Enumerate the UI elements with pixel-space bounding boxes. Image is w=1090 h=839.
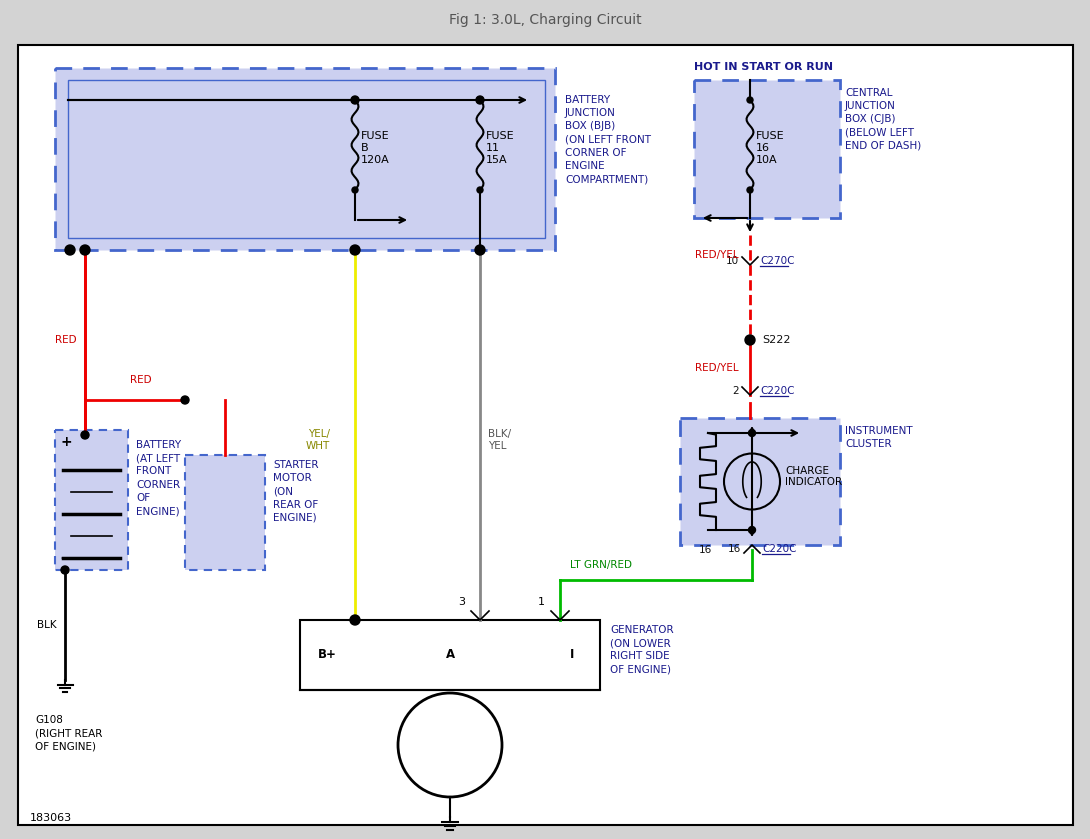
Text: RED/YEL: RED/YEL: [695, 363, 739, 373]
Circle shape: [80, 245, 90, 255]
Circle shape: [181, 396, 189, 404]
FancyBboxPatch shape: [680, 418, 840, 545]
Text: RED: RED: [56, 335, 77, 345]
Text: I: I: [570, 649, 574, 661]
Circle shape: [477, 187, 483, 193]
Text: YEL/
WHT: YEL/ WHT: [306, 430, 330, 451]
Circle shape: [350, 615, 360, 625]
Text: 183063: 183063: [31, 813, 72, 823]
Circle shape: [749, 527, 755, 534]
Text: FUSE
11
15A: FUSE 11 15A: [486, 132, 514, 164]
Text: G108
(RIGHT REAR
OF ENGINE): G108 (RIGHT REAR OF ENGINE): [35, 715, 102, 752]
Text: BLK: BLK: [37, 620, 57, 630]
Text: A: A: [446, 649, 455, 661]
Text: BATTERY
(AT LEFT
FRONT
CORNER
OF
ENGINE): BATTERY (AT LEFT FRONT CORNER OF ENGINE): [136, 440, 181, 516]
Circle shape: [65, 245, 75, 255]
Text: 1: 1: [538, 597, 545, 607]
Circle shape: [352, 97, 358, 103]
Text: B+: B+: [318, 649, 337, 661]
Text: +: +: [60, 435, 72, 449]
Circle shape: [351, 96, 359, 104]
Text: BATTERY
JUNCTION
BOX (BJB)
(ON LEFT FRONT
CORNER OF
ENGINE
COMPARTMENT): BATTERY JUNCTION BOX (BJB) (ON LEFT FRON…: [565, 95, 651, 185]
Text: RED: RED: [130, 375, 152, 385]
Text: LT GRN/RED: LT GRN/RED: [570, 560, 632, 570]
Text: -: -: [60, 551, 65, 565]
FancyBboxPatch shape: [54, 68, 555, 250]
Text: CHARGE
INDICATOR: CHARGE INDICATOR: [785, 466, 843, 487]
Circle shape: [352, 187, 358, 193]
Text: S222: S222: [762, 335, 790, 345]
Circle shape: [476, 96, 484, 104]
Circle shape: [747, 97, 753, 103]
Circle shape: [61, 566, 69, 574]
Text: INSTRUMENT
CLUSTER: INSTRUMENT CLUSTER: [845, 426, 912, 449]
Text: 2: 2: [732, 386, 739, 396]
Circle shape: [350, 245, 360, 255]
Circle shape: [749, 430, 755, 436]
Text: 16: 16: [728, 544, 741, 554]
Circle shape: [475, 245, 485, 255]
FancyBboxPatch shape: [54, 430, 128, 570]
Text: 3: 3: [458, 597, 465, 607]
Text: C220C: C220C: [760, 386, 795, 396]
Text: BLK/
YEL: BLK/ YEL: [488, 430, 511, 451]
FancyBboxPatch shape: [694, 80, 840, 218]
Bar: [0, 0, 1090, 40]
Text: STARTER
MOTOR
(ON
REAR OF
ENGINE): STARTER MOTOR (ON REAR OF ENGINE): [272, 460, 318, 523]
Circle shape: [744, 335, 755, 345]
Text: FUSE
16
10A: FUSE 16 10A: [756, 132, 785, 164]
Circle shape: [81, 431, 89, 439]
Text: GENERATOR
(ON LOWER
RIGHT SIDE
OF ENGINE): GENERATOR (ON LOWER RIGHT SIDE OF ENGINE…: [610, 625, 674, 675]
Text: 16: 16: [699, 545, 712, 555]
Text: C270C: C270C: [760, 256, 795, 266]
Text: FUSE
B
120A: FUSE B 120A: [361, 132, 390, 164]
Text: Fig 1: 3.0L, Charging Circuit: Fig 1: 3.0L, Charging Circuit: [449, 13, 641, 27]
Text: HOT IN START OR RUN: HOT IN START OR RUN: [694, 62, 833, 72]
Text: C220C: C220C: [762, 544, 797, 554]
FancyBboxPatch shape: [300, 620, 600, 690]
Circle shape: [477, 97, 483, 103]
FancyBboxPatch shape: [185, 455, 265, 570]
Circle shape: [747, 187, 753, 193]
Text: RED/YEL: RED/YEL: [695, 250, 739, 260]
Text: CENTRAL
JUNCTION
BOX (CJB)
(BELOW LEFT
END OF DASH): CENTRAL JUNCTION BOX (CJB) (BELOW LEFT E…: [845, 88, 921, 151]
Text: 10: 10: [726, 256, 739, 266]
